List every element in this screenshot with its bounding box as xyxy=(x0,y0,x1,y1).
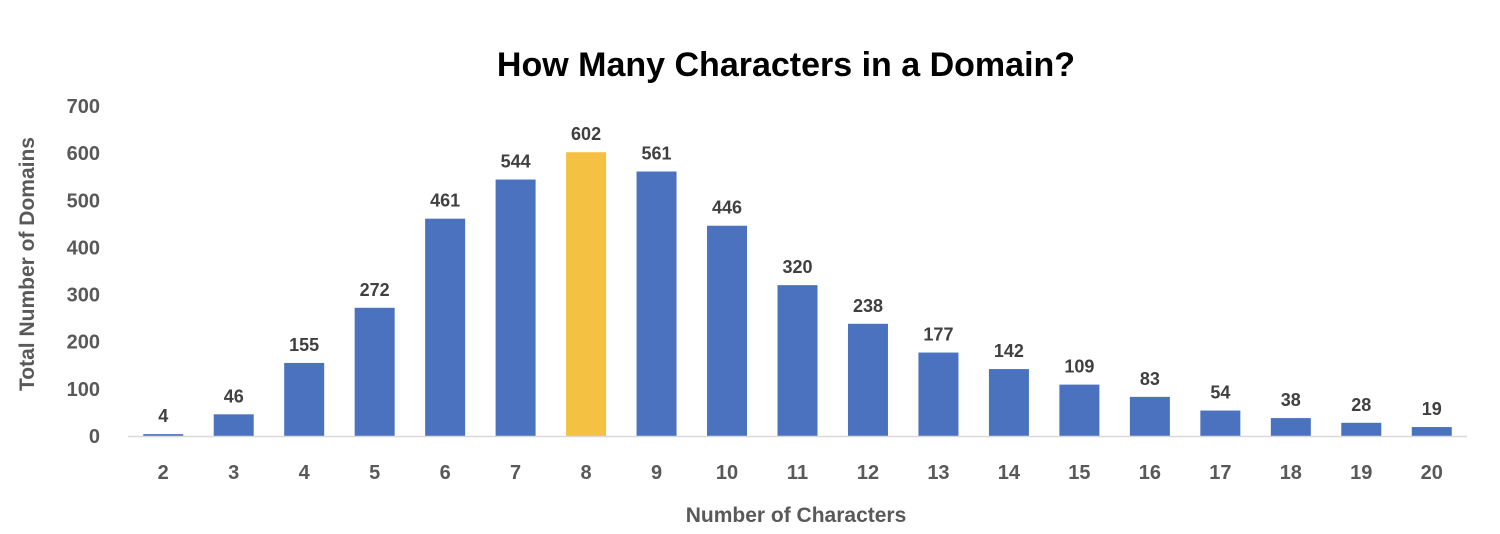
bar-8 xyxy=(566,152,607,436)
bar-16 xyxy=(1129,396,1170,436)
bar-10 xyxy=(707,225,748,436)
data-label-7: 544 xyxy=(501,152,531,172)
bar-14 xyxy=(988,369,1029,436)
x-tick-label-16: 16 xyxy=(1139,462,1161,484)
y-tick-label: 100 xyxy=(67,379,100,401)
data-label-16: 83 xyxy=(1140,369,1160,389)
data-label-10: 446 xyxy=(712,198,742,218)
bar-20 xyxy=(1411,427,1452,436)
x-tick-label-11: 11 xyxy=(787,462,808,484)
x-tick-label-15: 15 xyxy=(1068,462,1090,484)
x-tick-label-3: 3 xyxy=(228,462,239,484)
bar-6 xyxy=(425,218,466,436)
data-label-12: 238 xyxy=(853,296,883,316)
y-axis-title: Total Number of Domains xyxy=(16,137,39,391)
data-label-2: 4 xyxy=(158,406,168,426)
x-tick-label-17: 17 xyxy=(1209,462,1231,484)
bar-17 xyxy=(1200,410,1241,436)
x-tick-label-9: 9 xyxy=(651,462,662,484)
bar-7 xyxy=(495,179,536,437)
bar-19 xyxy=(1341,422,1382,436)
bar-4 xyxy=(284,362,325,436)
x-tick-label-2: 2 xyxy=(158,462,169,484)
x-axis-ticks: 2 3 4 5 6 7 8 9 10 11 12 13 14 15 16 17 18 19 20 xyxy=(158,462,1443,484)
bar-2 xyxy=(143,434,184,436)
x-tick-label-4: 4 xyxy=(299,462,311,484)
x-axis-title: Number of Characters xyxy=(686,504,907,527)
data-label-11: 320 xyxy=(782,257,812,277)
x-tick-label-10: 10 xyxy=(716,462,738,484)
bar-9 xyxy=(636,171,677,436)
data-label-3: 46 xyxy=(224,386,244,406)
bar-11 xyxy=(777,285,818,436)
data-label-8: 602 xyxy=(571,124,601,144)
bar-5 xyxy=(354,307,395,436)
y-tick-label: 700 xyxy=(67,96,100,118)
x-tick-label-14: 14 xyxy=(998,462,1021,484)
x-tick-label-19: 19 xyxy=(1350,462,1372,484)
bar-15 xyxy=(1059,384,1100,436)
bar-3 xyxy=(213,414,254,436)
chart-title: How Many Characters in a Domain? xyxy=(497,46,1075,84)
bar-12 xyxy=(847,323,888,436)
bars-group xyxy=(143,152,1452,437)
y-tick-label: 200 xyxy=(67,332,100,354)
y-axis-ticks: 0 100 200 300 400 500 600 700 xyxy=(67,96,100,448)
x-tick-label-8: 8 xyxy=(581,462,592,484)
y-tick-label: 500 xyxy=(67,190,100,212)
x-tick-label-5: 5 xyxy=(369,462,380,484)
data-label-20: 19 xyxy=(1422,399,1442,419)
data-label-17: 54 xyxy=(1210,383,1230,403)
x-tick-label-7: 7 xyxy=(510,462,521,484)
data-label-19: 28 xyxy=(1351,395,1371,415)
y-tick-label: 300 xyxy=(67,285,100,307)
bar-18 xyxy=(1270,418,1311,436)
x-tick-label-13: 13 xyxy=(927,462,949,484)
bar-13 xyxy=(918,352,959,436)
data-label-4: 155 xyxy=(289,335,319,355)
data-label-9: 561 xyxy=(642,144,672,164)
data-label-14: 142 xyxy=(994,341,1024,361)
data-label-18: 38 xyxy=(1281,390,1301,410)
data-labels-group: 4461552724615446025614463202381771421098… xyxy=(158,124,1442,426)
x-tick-label-20: 20 xyxy=(1421,462,1443,484)
data-label-15: 109 xyxy=(1064,357,1094,377)
data-label-6: 461 xyxy=(430,191,460,211)
data-label-5: 272 xyxy=(360,280,390,300)
y-tick-label: 400 xyxy=(67,237,100,259)
x-tick-label-12: 12 xyxy=(857,462,879,484)
data-label-13: 177 xyxy=(923,325,953,345)
x-tick-label-18: 18 xyxy=(1280,462,1302,484)
x-tick-label-6: 6 xyxy=(440,462,451,484)
y-tick-label: 600 xyxy=(67,143,100,165)
y-tick-label: 0 xyxy=(89,426,100,448)
